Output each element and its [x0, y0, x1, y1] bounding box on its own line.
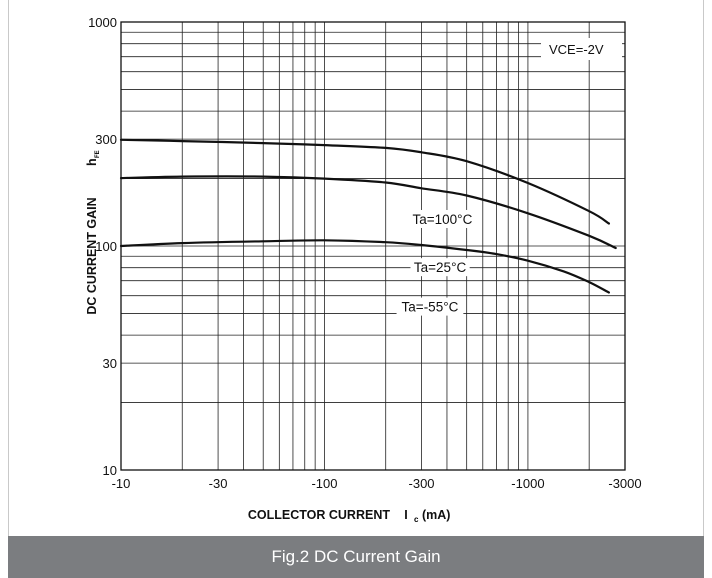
y-tick-label: 30 — [103, 356, 117, 371]
vce-box — [541, 38, 622, 60]
x-tick-label: -300 — [409, 476, 435, 491]
x-tick-label: -100 — [311, 476, 337, 491]
label-ta-25c-box — [410, 258, 470, 277]
label-ta-100c: Ta=100°C — [413, 212, 473, 227]
x-axis-symbol: I — [404, 508, 407, 522]
x-tick-label: -30 — [209, 476, 228, 491]
curves — [119, 138, 617, 294]
vce-annotation: VCE=-2V — [549, 42, 604, 57]
series-line-ta-25c — [119, 175, 617, 250]
plot-border — [120, 21, 626, 471]
y-tick-label: 1000 — [88, 15, 117, 30]
figure-caption: Fig.2 DC Current Gain — [271, 547, 441, 566]
y-tick-label: 300 — [95, 132, 117, 147]
x-tick-label: -1000 — [511, 476, 544, 491]
label-ta-100c-box — [409, 209, 476, 228]
series-line-ta-minus-55c — [119, 239, 610, 294]
chart: Ta=100°CTa=25°CTa=-55°C -10 -30 -100 -300 -1… — [85, 15, 642, 524]
x-tick-label: -3000 — [608, 476, 641, 491]
y-axis-title: DC CURRENT GAIN — [85, 197, 99, 314]
tick-labels: -10 -30 -100 -300 -1000 -3000 10 30 100 300 1000 — [88, 15, 642, 491]
x-axis-subscript: c — [414, 515, 419, 524]
x-axis-title: COLLECTOR CURRENT — [248, 508, 390, 522]
y-axis-symbol: h — [85, 158, 99, 166]
label-ta-25c: Ta=25°C — [414, 260, 467, 275]
y-tick-label: 10 — [103, 463, 117, 478]
y-tick-label: 100 — [95, 239, 117, 254]
grid — [121, 22, 625, 470]
curve-labels: Ta=100°C Ta=25°C Ta=-55°C — [396, 209, 476, 316]
figure-caption-bar: Fig.2 DC Current Gain — [8, 536, 704, 578]
x-axis-unit: (mA) — [422, 508, 450, 522]
label-ta-minus-55c: Ta=-55°C — [402, 300, 459, 315]
label-ta-minus-55c-box — [396, 297, 464, 316]
y-axis-subscript: FE — [95, 150, 101, 158]
series-line-ta-100c — [119, 138, 610, 225]
x-tick-label: -10 — [112, 476, 131, 491]
